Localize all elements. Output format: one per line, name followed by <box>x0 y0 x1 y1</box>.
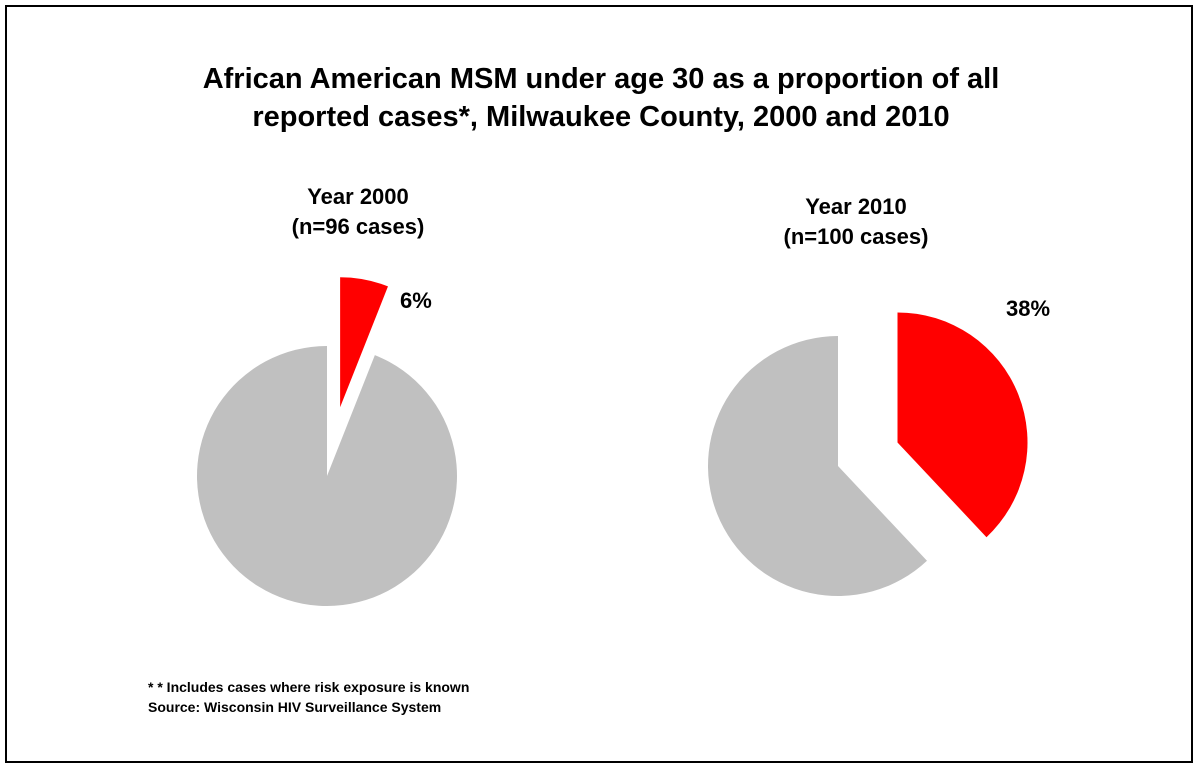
pie-2000-title: Year 2000 (n=96 cases) <box>208 182 508 242</box>
pie-2010-slice-label: 38% <box>1006 296 1051 321</box>
pie-2010-title: Year 2010 (n=100 cases) <box>706 192 1006 252</box>
footnote-source: Source: Wisconsin HIV Surveillance Syste… <box>148 699 442 715</box>
pie-2000-title-line-2: (n=96 cases) <box>291 214 425 239</box>
pie-chart-2010 <box>707 312 1028 596</box>
pie-chart-2000 <box>196 277 458 606</box>
pie-2010-slice-rest <box>707 336 927 596</box>
pie-2000-slice-highlight <box>340 277 388 408</box>
pie-2010-title-line-1: Year 2010 <box>805 194 907 219</box>
pie-2000-slice-rest <box>196 346 458 606</box>
pie-2010-slice-highlight <box>897 312 1028 538</box>
footnote: * * Includes cases where risk exposure i… <box>148 677 469 717</box>
footnote-line-1: * * Includes cases where risk exposure i… <box>148 679 470 695</box>
pie-2000-slice-label: 6% <box>400 288 432 313</box>
chart-title-line-1: African American MSM under age 30 as a p… <box>202 63 1000 95</box>
chart-title-line-2: reported cases*, Milwaukee County, 2000 … <box>252 101 950 133</box>
chart-title: African American MSM under age 30 as a p… <box>0 60 1202 136</box>
pie-2010-title-line-2: (n=100 cases) <box>783 224 929 249</box>
pie-2000-title-line-1: Year 2000 <box>307 184 409 209</box>
